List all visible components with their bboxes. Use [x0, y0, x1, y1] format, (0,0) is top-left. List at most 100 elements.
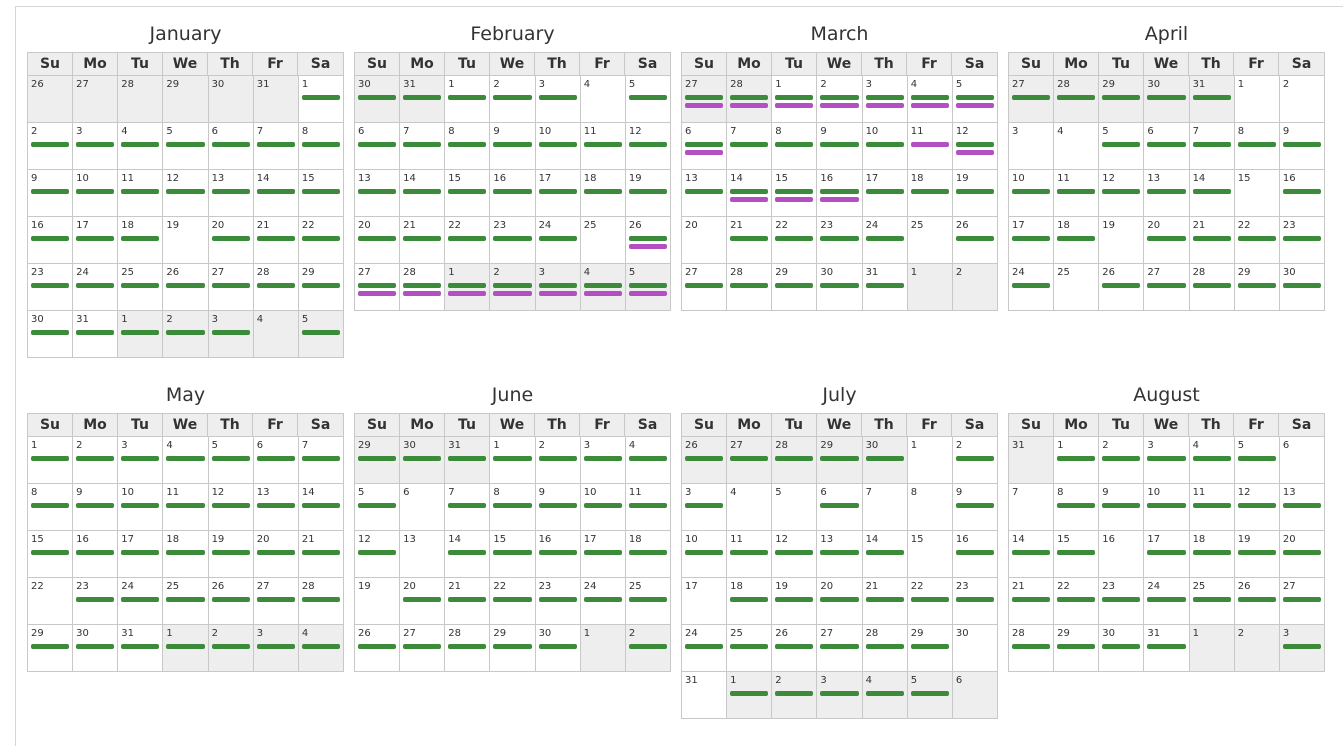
day-cell[interactable]: 26: [625, 217, 671, 264]
event-bar-green[interactable]: [865, 597, 904, 602]
event-bar-green[interactable]: [166, 550, 205, 555]
event-bar-green[interactable]: [583, 456, 622, 461]
day-cell[interactable]: 7: [1189, 123, 1235, 170]
day-cell[interactable]: 7: [298, 437, 344, 484]
event-bar-green[interactable]: [493, 550, 532, 555]
day-cell-other-month[interactable]: 1: [1189, 625, 1235, 672]
event-bar-green[interactable]: [76, 330, 115, 335]
event-bar-purple[interactable]: [775, 197, 814, 202]
day-cell-other-month[interactable]: 1: [580, 625, 626, 672]
event-bar-green[interactable]: [76, 550, 115, 555]
event-bar-green[interactable]: [211, 550, 250, 555]
event-bar-green[interactable]: [1147, 236, 1186, 241]
day-cell[interactable]: 5: [355, 484, 401, 531]
day-cell-other-month[interactable]: 30: [400, 437, 446, 484]
day-cell[interactable]: 30: [73, 625, 119, 672]
day-cell[interactable]: 21: [862, 578, 908, 625]
day-cell[interactable]: 4: [1189, 437, 1235, 484]
event-bar-green[interactable]: [121, 330, 160, 335]
event-bar-green[interactable]: [1192, 456, 1231, 461]
event-bar-green[interactable]: [1012, 236, 1051, 241]
event-bar-purple[interactable]: [448, 291, 487, 296]
event-bar-green[interactable]: [685, 95, 724, 100]
day-cell-other-month[interactable]: 1: [163, 625, 209, 672]
event-bar-green[interactable]: [211, 142, 250, 147]
day-cell[interactable]: 10: [1009, 170, 1055, 217]
day-cell[interactable]: 22: [1054, 578, 1100, 625]
day-cell[interactable]: 31: [73, 311, 119, 358]
day-cell[interactable]: 13: [355, 170, 401, 217]
event-bar-green[interactable]: [256, 597, 295, 602]
event-bar-green[interactable]: [775, 456, 814, 461]
day-cell[interactable]: 24: [682, 625, 728, 672]
event-bar-green[interactable]: [31, 189, 70, 194]
event-bar-green[interactable]: [31, 142, 70, 147]
day-cell-other-month[interactable]: 30: [208, 76, 254, 123]
event-bar-green[interactable]: [493, 142, 532, 147]
day-cell[interactable]: 21: [1009, 578, 1055, 625]
event-bar-purple[interactable]: [628, 291, 667, 296]
day-cell-other-month[interactable]: 31: [400, 76, 446, 123]
event-bar-green[interactable]: [730, 597, 769, 602]
event-bar-green[interactable]: [1057, 597, 1096, 602]
day-cell[interactable]: 9: [535, 484, 581, 531]
day-cell[interactable]: 2: [490, 76, 536, 123]
day-cell[interactable]: 1: [298, 76, 344, 123]
day-cell[interactable]: 2: [952, 437, 998, 484]
event-bar-green[interactable]: [685, 550, 724, 555]
day-cell[interactable]: 17: [682, 578, 728, 625]
event-bar-green[interactable]: [730, 95, 769, 100]
day-cell[interactable]: 9: [73, 484, 119, 531]
day-cell[interactable]: 6: [817, 484, 863, 531]
day-cell-other-month[interactable]: 1: [907, 264, 953, 311]
day-cell[interactable]: 24: [1144, 578, 1190, 625]
event-bar-green[interactable]: [685, 142, 724, 147]
event-bar-green[interactable]: [76, 644, 115, 649]
event-bar-green[interactable]: [301, 142, 340, 147]
day-cell[interactable]: 13: [1279, 484, 1325, 531]
event-bar-green[interactable]: [448, 597, 487, 602]
event-bar-green[interactable]: [301, 597, 340, 602]
day-cell[interactable]: 20: [208, 217, 254, 264]
day-cell[interactable]: 21: [445, 578, 491, 625]
event-bar-green[interactable]: [955, 189, 994, 194]
event-bar-green[interactable]: [358, 189, 397, 194]
day-cell[interactable]: 18: [625, 531, 671, 578]
day-cell[interactable]: 16: [28, 217, 74, 264]
day-cell-other-month[interactable]: 1: [445, 264, 491, 311]
day-cell[interactable]: 10: [862, 123, 908, 170]
event-bar-green[interactable]: [403, 456, 442, 461]
event-bar-green[interactable]: [448, 142, 487, 147]
event-bar-green[interactable]: [865, 691, 904, 696]
day-cell[interactable]: 14: [862, 531, 908, 578]
day-cell[interactable]: 27: [1144, 264, 1190, 311]
event-bar-green[interactable]: [403, 142, 442, 147]
day-cell-other-month[interactable]: 3: [208, 311, 254, 358]
day-cell[interactable]: 25: [580, 217, 626, 264]
event-bar-green[interactable]: [955, 456, 994, 461]
event-bar-purple[interactable]: [685, 103, 724, 108]
event-bar-green[interactable]: [1147, 95, 1186, 100]
event-bar-green[interactable]: [1237, 550, 1276, 555]
event-bar-green[interactable]: [628, 283, 667, 288]
event-bar-green[interactable]: [301, 189, 340, 194]
event-bar-green[interactable]: [1147, 503, 1186, 508]
day-cell[interactable]: 11: [1189, 484, 1235, 531]
day-cell[interactable]: 10: [682, 531, 728, 578]
day-cell-other-month[interactable]: 2: [1234, 625, 1280, 672]
event-bar-green[interactable]: [730, 456, 769, 461]
day-cell[interactable]: 29: [490, 625, 536, 672]
day-cell[interactable]: 13: [208, 170, 254, 217]
event-bar-green[interactable]: [775, 95, 814, 100]
day-cell[interactable]: 3: [580, 437, 626, 484]
event-bar-green[interactable]: [1102, 597, 1141, 602]
event-bar-green[interactable]: [820, 644, 859, 649]
event-bar-green[interactable]: [538, 503, 577, 508]
event-bar-green[interactable]: [955, 503, 994, 508]
event-bar-green[interactable]: [1012, 597, 1051, 602]
day-cell[interactable]: 9: [28, 170, 74, 217]
event-bar-green[interactable]: [448, 236, 487, 241]
day-cell[interactable]: 1: [907, 437, 953, 484]
day-cell[interactable]: 14: [298, 484, 344, 531]
day-cell[interactable]: 11: [727, 531, 773, 578]
